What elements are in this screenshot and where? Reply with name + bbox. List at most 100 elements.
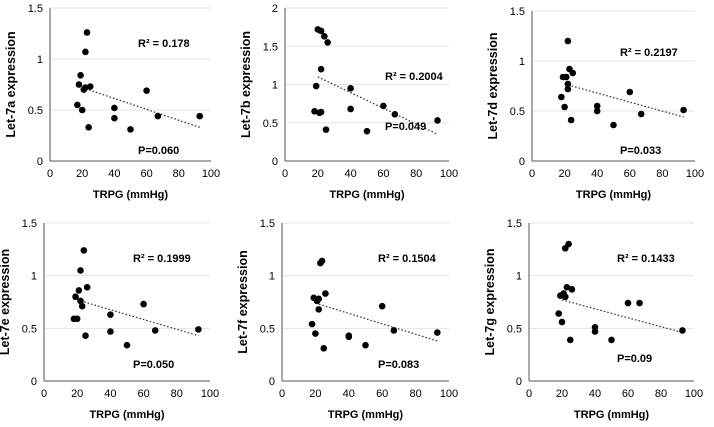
r-squared-label-panel-2: R² = 0.2004 <box>385 71 444 83</box>
data-point-panel-4 <box>80 247 88 254</box>
x-axis-title-panel-5: TRPG (mmHg) <box>328 409 404 421</box>
p-value-label-panel-1: P=0.060 <box>138 145 179 157</box>
data-point-panel-4 <box>107 328 114 335</box>
data-point-panel-2 <box>312 82 320 90</box>
x-tick-label-panel-1: 20 <box>76 168 88 180</box>
y-tick-label-panel-2: 0.5 <box>263 118 278 130</box>
r-squared-label-panel-6: R² = 0.1433 <box>617 253 675 265</box>
data-point-panel-5 <box>315 306 323 313</box>
x-tick-label-panel-4: 20 <box>71 388 83 400</box>
data-point-panel-4 <box>83 283 91 291</box>
x-tick-label-panel-6: 60 <box>622 388 634 400</box>
x-tick-label-panel-4: 40 <box>104 388 116 400</box>
x-tick-label-panel-1: 0 <box>47 168 53 180</box>
y-tick-label-panel-6: 0.5 <box>507 323 522 335</box>
data-point-panel-1 <box>111 114 118 122</box>
data-point-panel-4 <box>151 327 159 334</box>
y-tick-label-panel-1: 1.5 <box>28 3 43 15</box>
x-tick-label-panel-6: 0 <box>526 388 532 400</box>
trendline-panel-5 <box>315 302 438 342</box>
x-tick-label-panel-2: 40 <box>344 168 356 180</box>
y-axis-title-panel-3: Let-7d expression <box>486 33 500 140</box>
x-tick-label-panel-1: 60 <box>140 168 152 180</box>
data-point-panel-3 <box>610 121 617 129</box>
data-point-panel-1 <box>74 101 81 109</box>
x-axis-title-panel-4: TRPG (mmHg) <box>89 409 165 421</box>
data-point-panel-6 <box>679 327 686 334</box>
data-point-panel-6 <box>608 336 615 344</box>
data-point-panel-6 <box>562 293 569 301</box>
x-tick-label-panel-5: 100 <box>440 388 458 400</box>
data-point-panel-4 <box>78 302 86 310</box>
data-point-panel-1 <box>78 106 86 114</box>
data-point-panel-6 <box>591 328 599 335</box>
x-tick-label-panel-2: 100 <box>440 168 458 180</box>
data-point-panel-2 <box>363 127 371 135</box>
x-tick-label-panel-6: 100 <box>685 388 703 400</box>
y-axis-title-panel-4: Let-7e expression <box>0 249 12 355</box>
r-squared-label-panel-1: R² = 0.178 <box>138 38 190 50</box>
r-squared-label-panel-5: R² = 0.1504 <box>378 253 437 265</box>
data-point-panel-4 <box>73 315 81 323</box>
trendline-panel-1 <box>82 86 200 128</box>
data-point-panel-2 <box>322 126 330 133</box>
data-point-panel-2 <box>317 65 325 73</box>
trendline-panel-6 <box>561 299 683 334</box>
y-tick-label-panel-1: 0 <box>37 156 43 168</box>
trendline-panel-3 <box>564 83 684 118</box>
trendline-panel-4 <box>77 299 199 337</box>
data-point-panel-4 <box>77 267 84 274</box>
data-point-panel-3 <box>593 107 601 115</box>
data-point-panel-4 <box>72 293 79 301</box>
x-tick-label-panel-1: 40 <box>108 168 120 180</box>
x-axis-title-panel-1: TRPG (mmHg) <box>93 189 169 201</box>
data-point-panel-5 <box>362 341 369 349</box>
data-point-panel-4 <box>82 332 89 340</box>
data-point-panel-3 <box>626 88 634 96</box>
y-tick-label-panel-2: 0 <box>272 156 278 168</box>
x-tick-label-panel-3: 80 <box>656 168 668 180</box>
data-point-panel-3 <box>569 69 577 77</box>
y-tick-label-panel-3: 0 <box>519 156 525 168</box>
y-axis-title-panel-6: Let-7g expression <box>483 249 497 356</box>
data-point-panel-3 <box>558 93 565 101</box>
x-tick-label-panel-2: 80 <box>410 168 422 180</box>
data-point-panel-1 <box>82 48 89 56</box>
y-axis-title-panel-1: Let-7a expression <box>4 31 18 137</box>
y-tick-label-panel-4: 0.5 <box>22 323 37 335</box>
x-tick-label-panel-5: 60 <box>376 388 388 400</box>
y-tick-label-panel-4: 1.5 <box>22 218 37 230</box>
y-tick-label-panel-5: 0 <box>269 376 275 388</box>
data-point-panel-6 <box>636 299 643 307</box>
y-tick-label-panel-2: 2 <box>272 3 278 15</box>
x-tick-label-panel-3: 60 <box>624 168 636 180</box>
data-point-panel-6 <box>565 240 572 248</box>
x-tick-label-panel-3: 20 <box>558 168 570 180</box>
data-point-panel-2 <box>317 108 325 116</box>
data-point-panel-1 <box>75 81 83 88</box>
y-tick-label-panel-1: 1 <box>37 54 43 66</box>
data-point-panel-3 <box>564 37 572 45</box>
y-axis-title-panel-2: Let-7b expression <box>239 31 253 138</box>
data-point-panel-5 <box>378 302 386 310</box>
p-value-label-panel-5: P=0.083 <box>378 359 419 371</box>
data-point-panel-3 <box>567 116 575 124</box>
data-point-panel-2 <box>391 111 399 118</box>
data-point-panel-5 <box>322 290 329 297</box>
data-point-panel-3 <box>564 85 572 93</box>
data-point-panel-6 <box>568 286 576 293</box>
x-tick-label-panel-5: 20 <box>309 388 321 400</box>
data-point-panel-6 <box>558 318 566 326</box>
data-point-panel-6 <box>563 283 571 291</box>
x-axis-title-panel-3: TRPG (mmHg) <box>576 189 652 201</box>
data-point-panel-2 <box>347 105 354 113</box>
data-point-panel-3 <box>680 106 687 114</box>
data-point-panel-5 <box>318 257 326 265</box>
data-point-panel-1 <box>154 112 162 120</box>
data-point-panel-4 <box>75 287 83 294</box>
data-point-panel-5 <box>390 327 398 334</box>
x-tick-label-panel-3: 0 <box>529 168 535 180</box>
data-point-panel-1 <box>85 124 92 131</box>
y-axis-title-panel-5: Let-7f expression <box>236 250 250 354</box>
